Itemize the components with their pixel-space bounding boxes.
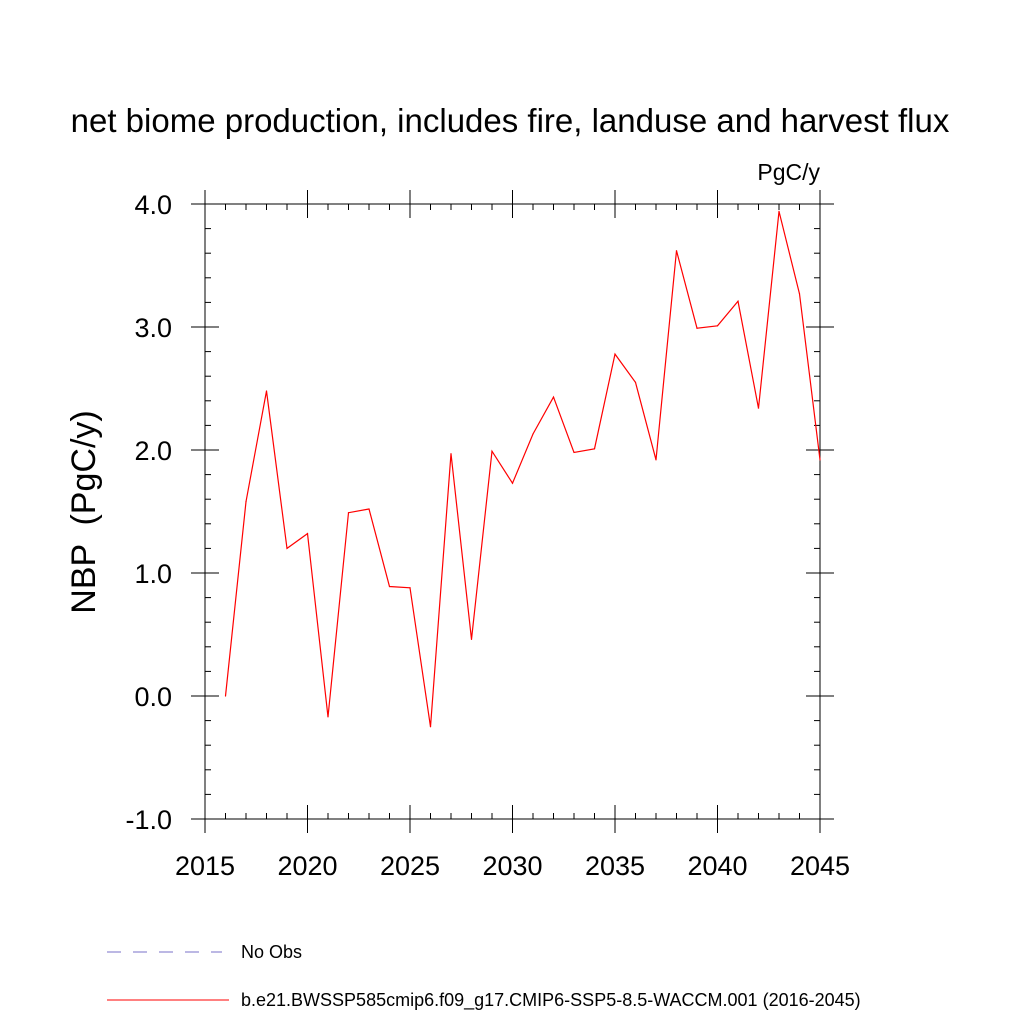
y-tick-label: 3.0 [134,313,172,343]
x-tick-label: 2045 [790,851,850,881]
data-point [614,353,616,355]
y-tick-label: 4.0 [134,190,172,220]
x-tick-label: 2030 [482,851,542,881]
legend: No Obs b.e21.BWSSP585cmip6.f09_g17.CMIP6… [107,942,861,1011]
data-point [491,450,493,452]
data-point [286,547,288,550]
x-tick-label: 2040 [687,851,747,881]
chart-title: net biome production, includes fire, lan… [71,102,950,139]
data-point [819,459,821,461]
y-tick-label: 0.0 [134,682,172,712]
data-point [327,716,329,718]
data-point [798,293,801,295]
data-point [634,381,637,383]
minor-ticks [205,204,820,819]
data-point [675,250,678,252]
data-point [511,482,514,484]
data-point [388,585,391,588]
x-tick-label: 2035 [585,851,645,881]
data-point [696,327,698,329]
y-tick-label: 1.0 [134,559,172,589]
data-point [409,587,411,589]
x-tick-label: 2015 [175,851,235,881]
tick-labels: 2015 2020 2025 2030 2035 2040 2045 -1.0 0.0 1.0 2.… [125,190,850,881]
series-line [224,211,821,727]
data-point [573,451,575,454]
units-label: PgC/y [757,159,820,185]
data-point [450,453,452,455]
data-point [245,501,247,503]
data-point [778,210,780,212]
data-point [532,433,534,435]
data-point [368,508,370,510]
data-point [306,533,309,535]
legend-label-no-obs: No Obs [241,942,302,962]
data-point [347,512,350,514]
plot-frame [204,203,821,820]
data-point [224,695,227,697]
y-tick-label: -1.0 [125,805,172,835]
major-ticks [191,190,834,833]
y-axis-label: NBP (PgC/y) [65,410,103,613]
data-point [265,390,268,392]
x-tick-label: 2020 [277,851,337,881]
data-point [552,396,555,398]
x-tick-label: 2025 [380,851,440,881]
data-point [757,407,760,409]
data-point [655,459,657,461]
data-point [429,726,432,728]
data-point [593,448,596,450]
data-point [470,638,473,641]
data-point [716,325,719,327]
y-tick-label: 2.0 [134,436,172,466]
data-point [737,300,739,302]
series-group [224,210,821,728]
legend-label-model: b.e21.BWSSP585cmip6.f09_g17.CMIP6-SSP5-8… [241,990,861,1011]
